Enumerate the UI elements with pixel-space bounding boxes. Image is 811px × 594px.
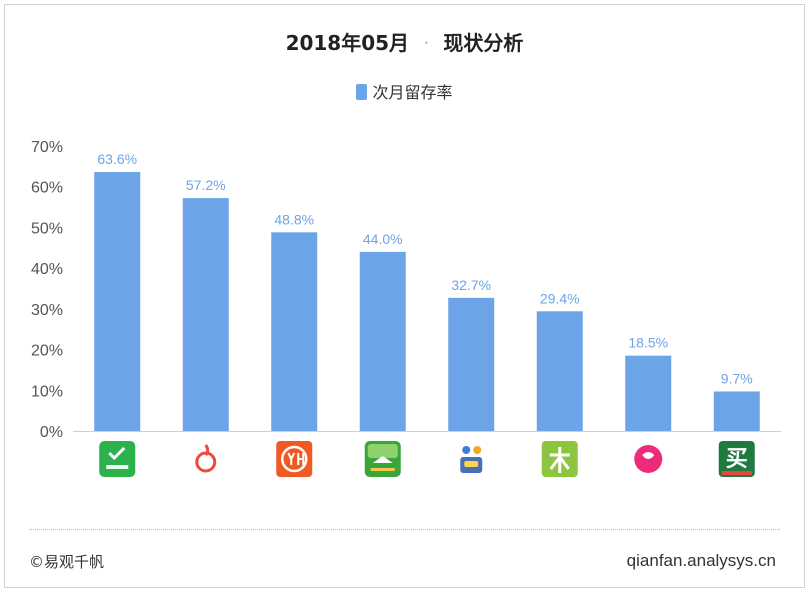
orange-loop-app-icon <box>187 441 224 477</box>
data-label: 63.6% <box>97 151 137 167</box>
data-label: 9.7% <box>721 371 753 387</box>
y-tick-label: 10% <box>31 383 63 400</box>
bar <box>359 251 406 431</box>
bar <box>182 198 229 431</box>
title-date: 2018年05月 <box>285 31 410 55</box>
bar-chart: 0% 10% 20% 30% 40% 50% 60% 70% 63.6% 57.2% 48.8% 44… <box>31 139 781 477</box>
chart-title: 2018年05月 · 现状分析 <box>5 27 804 56</box>
y-tick-label: 0% <box>40 424 63 441</box>
chart-card: 2018年05月 · 现状分析 次月留存率 0% 10% 20% 30% 40% 50% 60%… <box>4 4 805 588</box>
legend-label: 次月留存率 <box>372 83 453 102</box>
bar <box>625 355 672 431</box>
data-label: 44.0% <box>363 231 403 247</box>
data-label: 18.5% <box>628 335 668 351</box>
data-label: 48.8% <box>274 211 314 227</box>
bar <box>448 297 495 431</box>
pink-round-app-icon <box>630 441 667 477</box>
footer-divider <box>29 529 780 530</box>
data-label: 32.7% <box>451 277 491 293</box>
title-text: 现状分析 <box>443 31 524 55</box>
bar <box>94 172 141 432</box>
bar <box>271 232 318 431</box>
y-tick-label: 50% <box>31 220 63 237</box>
y-tick-label: 60% <box>31 180 63 197</box>
green-check-app-icon <box>99 441 136 477</box>
data-label: 29.4% <box>540 290 580 306</box>
bar <box>536 311 583 431</box>
source-credit: ©易观千帆 <box>29 553 105 571</box>
y-tick-label: 40% <box>31 261 63 278</box>
data-label: 57.2% <box>186 177 226 193</box>
bar <box>713 391 760 431</box>
kids-app-icon <box>453 441 490 477</box>
legend[interactable]: 次月留存率 <box>5 79 804 103</box>
y-tick-label: 30% <box>31 302 63 319</box>
legend-swatch <box>356 84 368 100</box>
mai-app-icon: 买 <box>718 441 755 477</box>
mai-glyph: 买 <box>726 447 748 472</box>
title-separator: · <box>423 31 430 55</box>
y-tick-label: 70% <box>31 139 63 156</box>
green-bird-app-icon <box>364 441 401 477</box>
mu-app-icon <box>541 441 578 477</box>
y-tick-label: 20% <box>31 343 63 360</box>
yh-app-icon <box>276 441 313 477</box>
source-site[interactable]: qianfan.analysys.cn <box>626 551 776 570</box>
